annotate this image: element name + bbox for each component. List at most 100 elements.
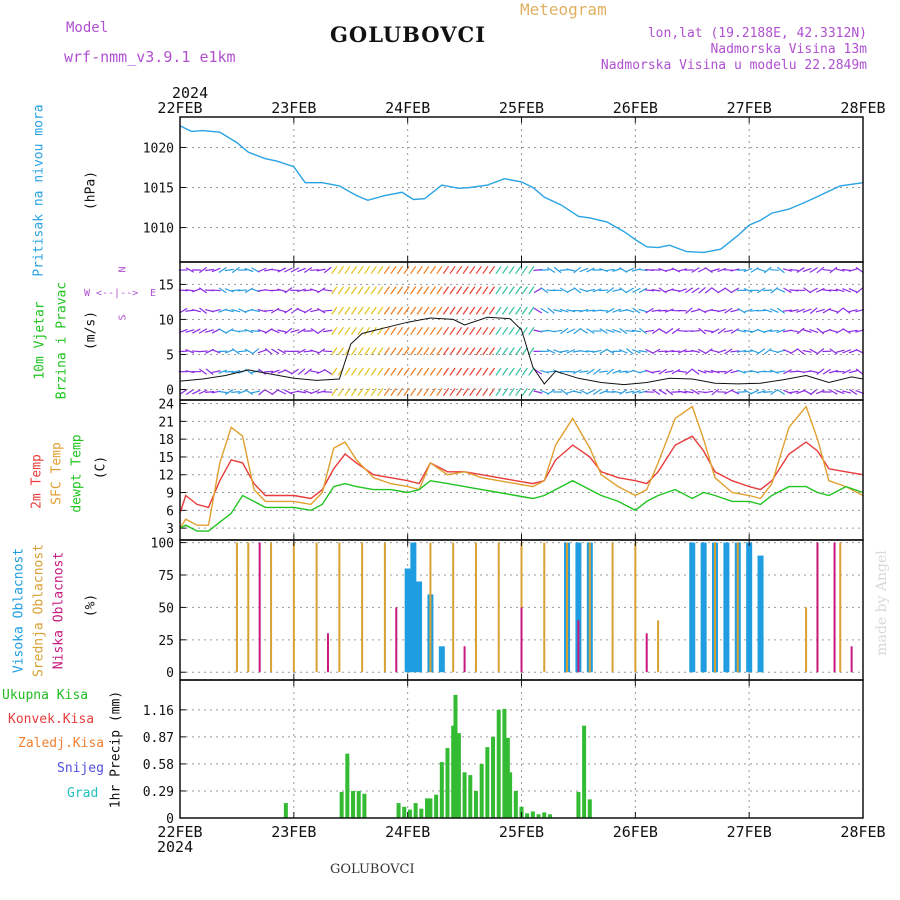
wind-barb: [783, 349, 792, 354]
bar-precip: [508, 772, 513, 818]
bar-precip: [536, 814, 541, 818]
wind-barb: [796, 308, 806, 313]
meteogram-label: Meteogram: [520, 0, 607, 19]
wind-barb: [678, 349, 687, 354]
wind-barb: [710, 268, 720, 272]
wind-barb: [310, 309, 320, 313]
wind-barb: [310, 349, 320, 354]
bar-precip: [496, 709, 501, 818]
wind-barb: [842, 349, 851, 354]
wind-barb: [848, 329, 858, 333]
wind-barb: [724, 307, 733, 314]
wind-barb: [410, 326, 417, 336]
wind-barb: [848, 268, 858, 272]
wind-barb: [205, 268, 215, 272]
wind-barb: [599, 289, 609, 292]
wind-barb: [396, 326, 404, 336]
bar-cloud: [575, 542, 582, 673]
wind-barb: [442, 367, 450, 376]
wind-barb: [502, 306, 509, 315]
wind-barb: [756, 309, 766, 312]
wind-barb: [469, 367, 476, 376]
wind-barb: [809, 388, 818, 396]
wind-barb: [456, 367, 463, 376]
wind-barb: [442, 265, 450, 275]
wind-barb: [270, 268, 280, 272]
bar-precip: [462, 772, 467, 818]
wind-barb: [638, 308, 648, 313]
wind-barb: [572, 369, 582, 375]
wind-barb: [442, 306, 450, 315]
wind-barb: [218, 369, 228, 374]
wind-barb: [521, 286, 528, 295]
bar-cloud: [833, 542, 836, 673]
wind-barb: [436, 347, 443, 356]
bar-precip: [505, 737, 510, 818]
wind-barb: [612, 328, 622, 334]
wind-barb: [521, 306, 528, 315]
y-tick-label: 100: [151, 537, 174, 552]
bar-precip: [413, 803, 418, 818]
wind-barb: [390, 286, 397, 295]
wind-barb: [547, 307, 555, 314]
wind-barb: [364, 306, 371, 315]
wind-barb: [462, 265, 469, 275]
wind-barb: [502, 347, 509, 356]
wind-barb: [586, 267, 595, 273]
wind-barb: [390, 347, 397, 356]
wind-barb: [250, 330, 261, 332]
wind-barb: [724, 368, 733, 375]
lonlat-text: lon,lat (19.2188E, 42.3312N): [647, 26, 867, 41]
wind-barb: [502, 387, 509, 397]
wind-barb: [638, 287, 648, 294]
wind-barb: [350, 367, 358, 376]
wind-barb: [502, 265, 509, 275]
wind-barb: [704, 329, 714, 333]
wind-barb: [618, 370, 628, 373]
bar-cloud: [258, 542, 261, 673]
wind-barb: [770, 389, 779, 395]
wind-barb: [211, 289, 221, 292]
wind-barb: [559, 308, 569, 313]
y-tick-label: 1010: [143, 222, 174, 237]
footer-station: GOLUBOVCI: [330, 862, 415, 877]
wind-barb: [225, 389, 234, 395]
wind-barb: [199, 368, 207, 375]
wind-barb: [631, 390, 641, 394]
wind-barb: [553, 266, 562, 274]
wind-barb: [769, 308, 779, 313]
wind-barb: [429, 387, 436, 397]
series-line-sfc-temp: [179, 405, 864, 529]
wind-barb: [277, 329, 287, 333]
wind-barb: [370, 367, 377, 376]
wind-barb: [750, 349, 760, 354]
wind-barb: [303, 350, 313, 353]
wind-barb: [528, 367, 535, 376]
bar-precip: [402, 806, 407, 818]
wind-barb: [710, 369, 720, 374]
y-tick-label: 21: [158, 415, 174, 430]
bar-cloud: [700, 542, 707, 673]
wind-barb: [540, 307, 549, 314]
x-tick-label-top: 28FEB: [840, 99, 885, 117]
bar-precip: [485, 747, 490, 818]
wind-barb: [331, 367, 338, 376]
wind-barb: [664, 349, 674, 353]
wind-barb: [782, 268, 792, 272]
bar-precip: [428, 798, 433, 818]
wind-barb: [664, 308, 674, 313]
wind-barb: [403, 265, 410, 275]
wind-barb: [835, 288, 845, 293]
bar-cloud: [383, 542, 386, 673]
wind-barb: [429, 367, 436, 376]
bar-cloud: [416, 581, 423, 673]
wind-barb: [566, 287, 576, 293]
wind-barb: [284, 307, 293, 314]
wind-barb: [816, 368, 825, 375]
wind-barb: [284, 369, 293, 375]
wind-barb: [423, 286, 430, 295]
bar-cloud: [634, 542, 637, 673]
wind-barb: [605, 307, 615, 314]
wind-barb: [842, 369, 851, 375]
wind-barb: [691, 368, 700, 375]
